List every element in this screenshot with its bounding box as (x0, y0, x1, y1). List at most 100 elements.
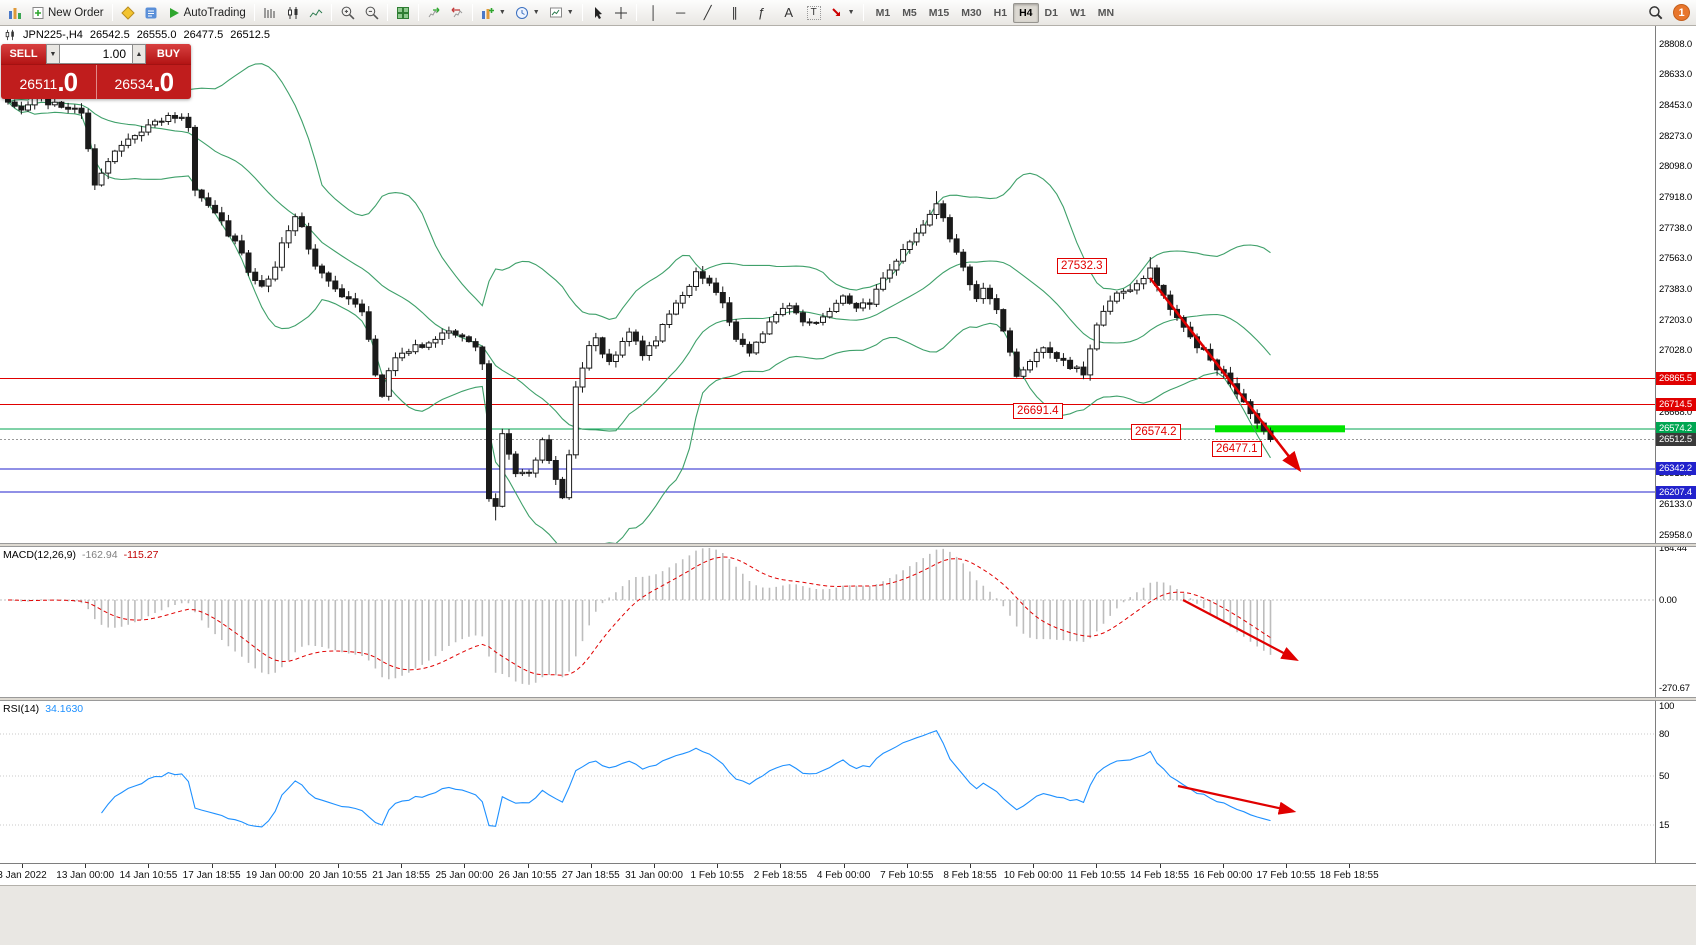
timeframe-button-m5[interactable]: M5 (902, 6, 917, 19)
zoom-out-button[interactable] (360, 2, 383, 24)
autotrading-play-icon (169, 7, 179, 18)
panel-splitter[interactable] (0, 697, 1696, 701)
time-axis-tick (843, 864, 845, 868)
periods-dropdown[interactable]: ▼ (511, 2, 544, 24)
clock-icon (515, 6, 528, 19)
new-chart-plus-icon (481, 7, 494, 19)
separator (386, 4, 388, 21)
bar-chart-button[interactable] (259, 2, 281, 24)
time-axis-label: 7 Feb 10:55 (880, 870, 934, 881)
separator (581, 4, 583, 21)
chart-annotations-layer: 27532.3 26691.4 26574.2 26477.1 (0, 26, 1655, 543)
text-label-tool-button[interactable]: T (803, 2, 825, 24)
horizontal-line-tool-button[interactable]: ─ (668, 2, 694, 24)
price-annotation[interactable]: 26477.1 (1212, 441, 1262, 457)
cursor-button[interactable] (587, 2, 609, 24)
separator (330, 4, 332, 21)
timeframe-button-m15[interactable]: M15 (928, 6, 950, 19)
rsi-indicator-panel[interactable]: RSI(14) 34.1630 (0, 701, 1655, 863)
volume-decrease-button[interactable]: ▼ (46, 44, 60, 64)
buy-price-pips: .0 (153, 67, 174, 97)
trendline-tool-button[interactable]: ╱ (695, 2, 721, 24)
timeframe-button-h1[interactable]: H1 (993, 6, 1008, 19)
price-annotation[interactable]: 27532.3 (1057, 258, 1107, 274)
auto-scroll-button[interactable] (423, 2, 445, 24)
buy-price-display[interactable]: 26534.0 (95, 65, 192, 99)
macd-indicator-panel[interactable]: MACD(12,26,9) -162.94 -115.27 (0, 547, 1655, 697)
timeframe-group: M1 M5 M15 M30 H1 H4 D1 W1 MN (870, 2, 1120, 23)
autotrading-button[interactable]: AutoTrading (163, 2, 250, 24)
time-axis-label: 25 Jan 00:00 (435, 870, 494, 881)
time-axis-tick (1159, 864, 1161, 868)
sell-price-display[interactable]: 26511.0 (1, 65, 96, 99)
time-axis-tick (211, 864, 213, 868)
autotrading-label: AutoTrading (183, 6, 246, 19)
profile-badge[interactable]: 1 (1673, 4, 1690, 21)
new-chart-button[interactable] (4, 2, 26, 24)
price-scale[interactable]: 28808.0 28633.0 28453.0 28273.0 28098.0 27918… (1655, 26, 1696, 863)
price-scale-label: 27563.0 (1659, 253, 1692, 264)
candlesticks-layer (5, 87, 1274, 521)
arrows-dropdown[interactable]: ▼ (826, 2, 859, 24)
separator (417, 4, 419, 21)
candlestick-chart-button[interactable] (282, 2, 304, 24)
chart-ohlc-header: JPN225-,H4 26542.5 26555.0 26477.5 26512… (4, 29, 270, 41)
candlestick-chart-canvas[interactable] (0, 26, 1655, 543)
templates-dropdown[interactable]: ▼ (545, 2, 578, 24)
macd-scale-label: 164.44 (1659, 542, 1687, 554)
chart-low-value: 26477.5 (183, 29, 224, 41)
timeframe-button-d1[interactable]: D1 (1044, 6, 1058, 19)
price-scale-label: 27028.0 (1659, 345, 1692, 357)
buy-button[interactable]: BUY (146, 44, 191, 64)
chart-open-value: 26542.5 (89, 29, 130, 41)
tile-windows-button[interactable] (392, 2, 414, 24)
template-icon (549, 7, 562, 17)
trend-arrow (1148, 277, 1302, 473)
time-axis-label: 13 Jan 00:00 (56, 870, 115, 881)
macd-label: MACD(12,26,9) (3, 549, 76, 561)
chart-shift-icon (451, 6, 463, 17)
price-annotation[interactable]: 26691.4 (1013, 403, 1063, 419)
vertical-line-tool-button[interactable]: │ (641, 2, 667, 24)
price-scale-label: 25958.0 (1659, 529, 1692, 541)
sell-button[interactable]: SELL (1, 44, 46, 64)
price-scale-label: 28273.0 (1659, 130, 1692, 142)
price-scale-label: 28453.0 (1659, 99, 1692, 111)
chart-close-value: 26512.5 (230, 29, 270, 41)
time-axis-tick (338, 864, 339, 868)
line-chart-button[interactable] (305, 2, 327, 24)
crosshair-button[interactable] (610, 2, 632, 24)
metaeditor-button[interactable] (117, 2, 139, 24)
timeframe-button-h4[interactable]: H4 (1013, 2, 1039, 23)
time-axis-label: 27 Jan 18:55 (561, 870, 620, 881)
time-axis-label: 4 Feb 00:00 (816, 870, 871, 881)
timeframe-button-m30[interactable]: M30 (961, 6, 982, 19)
new-chart-dropdown[interactable]: ▼ (477, 2, 510, 24)
new-order-button[interactable]: New Order (27, 2, 108, 24)
panel-splitter[interactable] (0, 543, 1696, 547)
volume-input[interactable] (60, 44, 132, 64)
time-axis-label: 20 Jan 10:55 (309, 870, 367, 881)
time-axis-tick (401, 864, 403, 868)
price-badge: 26342.2 (1656, 462, 1696, 476)
channel-tool-button[interactable]: ∥ (722, 2, 748, 24)
fibonacci-tool-button[interactable]: ƒ (749, 2, 775, 24)
macd-canvas (0, 548, 1655, 685)
timeframe-button-mn[interactable]: MN (1097, 6, 1115, 19)
options-button[interactable] (140, 2, 162, 24)
timeframe-button-m1[interactable]: M1 (875, 6, 891, 19)
main-chart[interactable]: JPN225-,H4 26542.5 26555.0 26477.5 26512… (0, 26, 1655, 543)
chart-shift-button[interactable] (446, 2, 468, 24)
price-scale-label: 27918.0 (1659, 191, 1692, 203)
main-toolbar: New Order AutoTrading ▼ ▼ (0, 0, 1696, 26)
price-badge: 26865.5 (1656, 372, 1696, 386)
text-tool-button[interactable]: A (776, 2, 802, 24)
volume-increase-button[interactable]: ▲ (132, 44, 146, 64)
profile-badge-count: 1 (1678, 6, 1685, 19)
price-annotation[interactable]: 26574.2 (1131, 424, 1181, 440)
time-axis-tick (22, 864, 23, 868)
zoom-in-button[interactable] (336, 2, 359, 24)
search-button[interactable] (1644, 2, 1667, 24)
time-axis[interactable]: 3 Jan 2022 13 Jan 00:00 14 Jan 10:55 17 Jan… (0, 863, 1696, 885)
timeframe-button-w1[interactable]: W1 (1069, 6, 1086, 19)
